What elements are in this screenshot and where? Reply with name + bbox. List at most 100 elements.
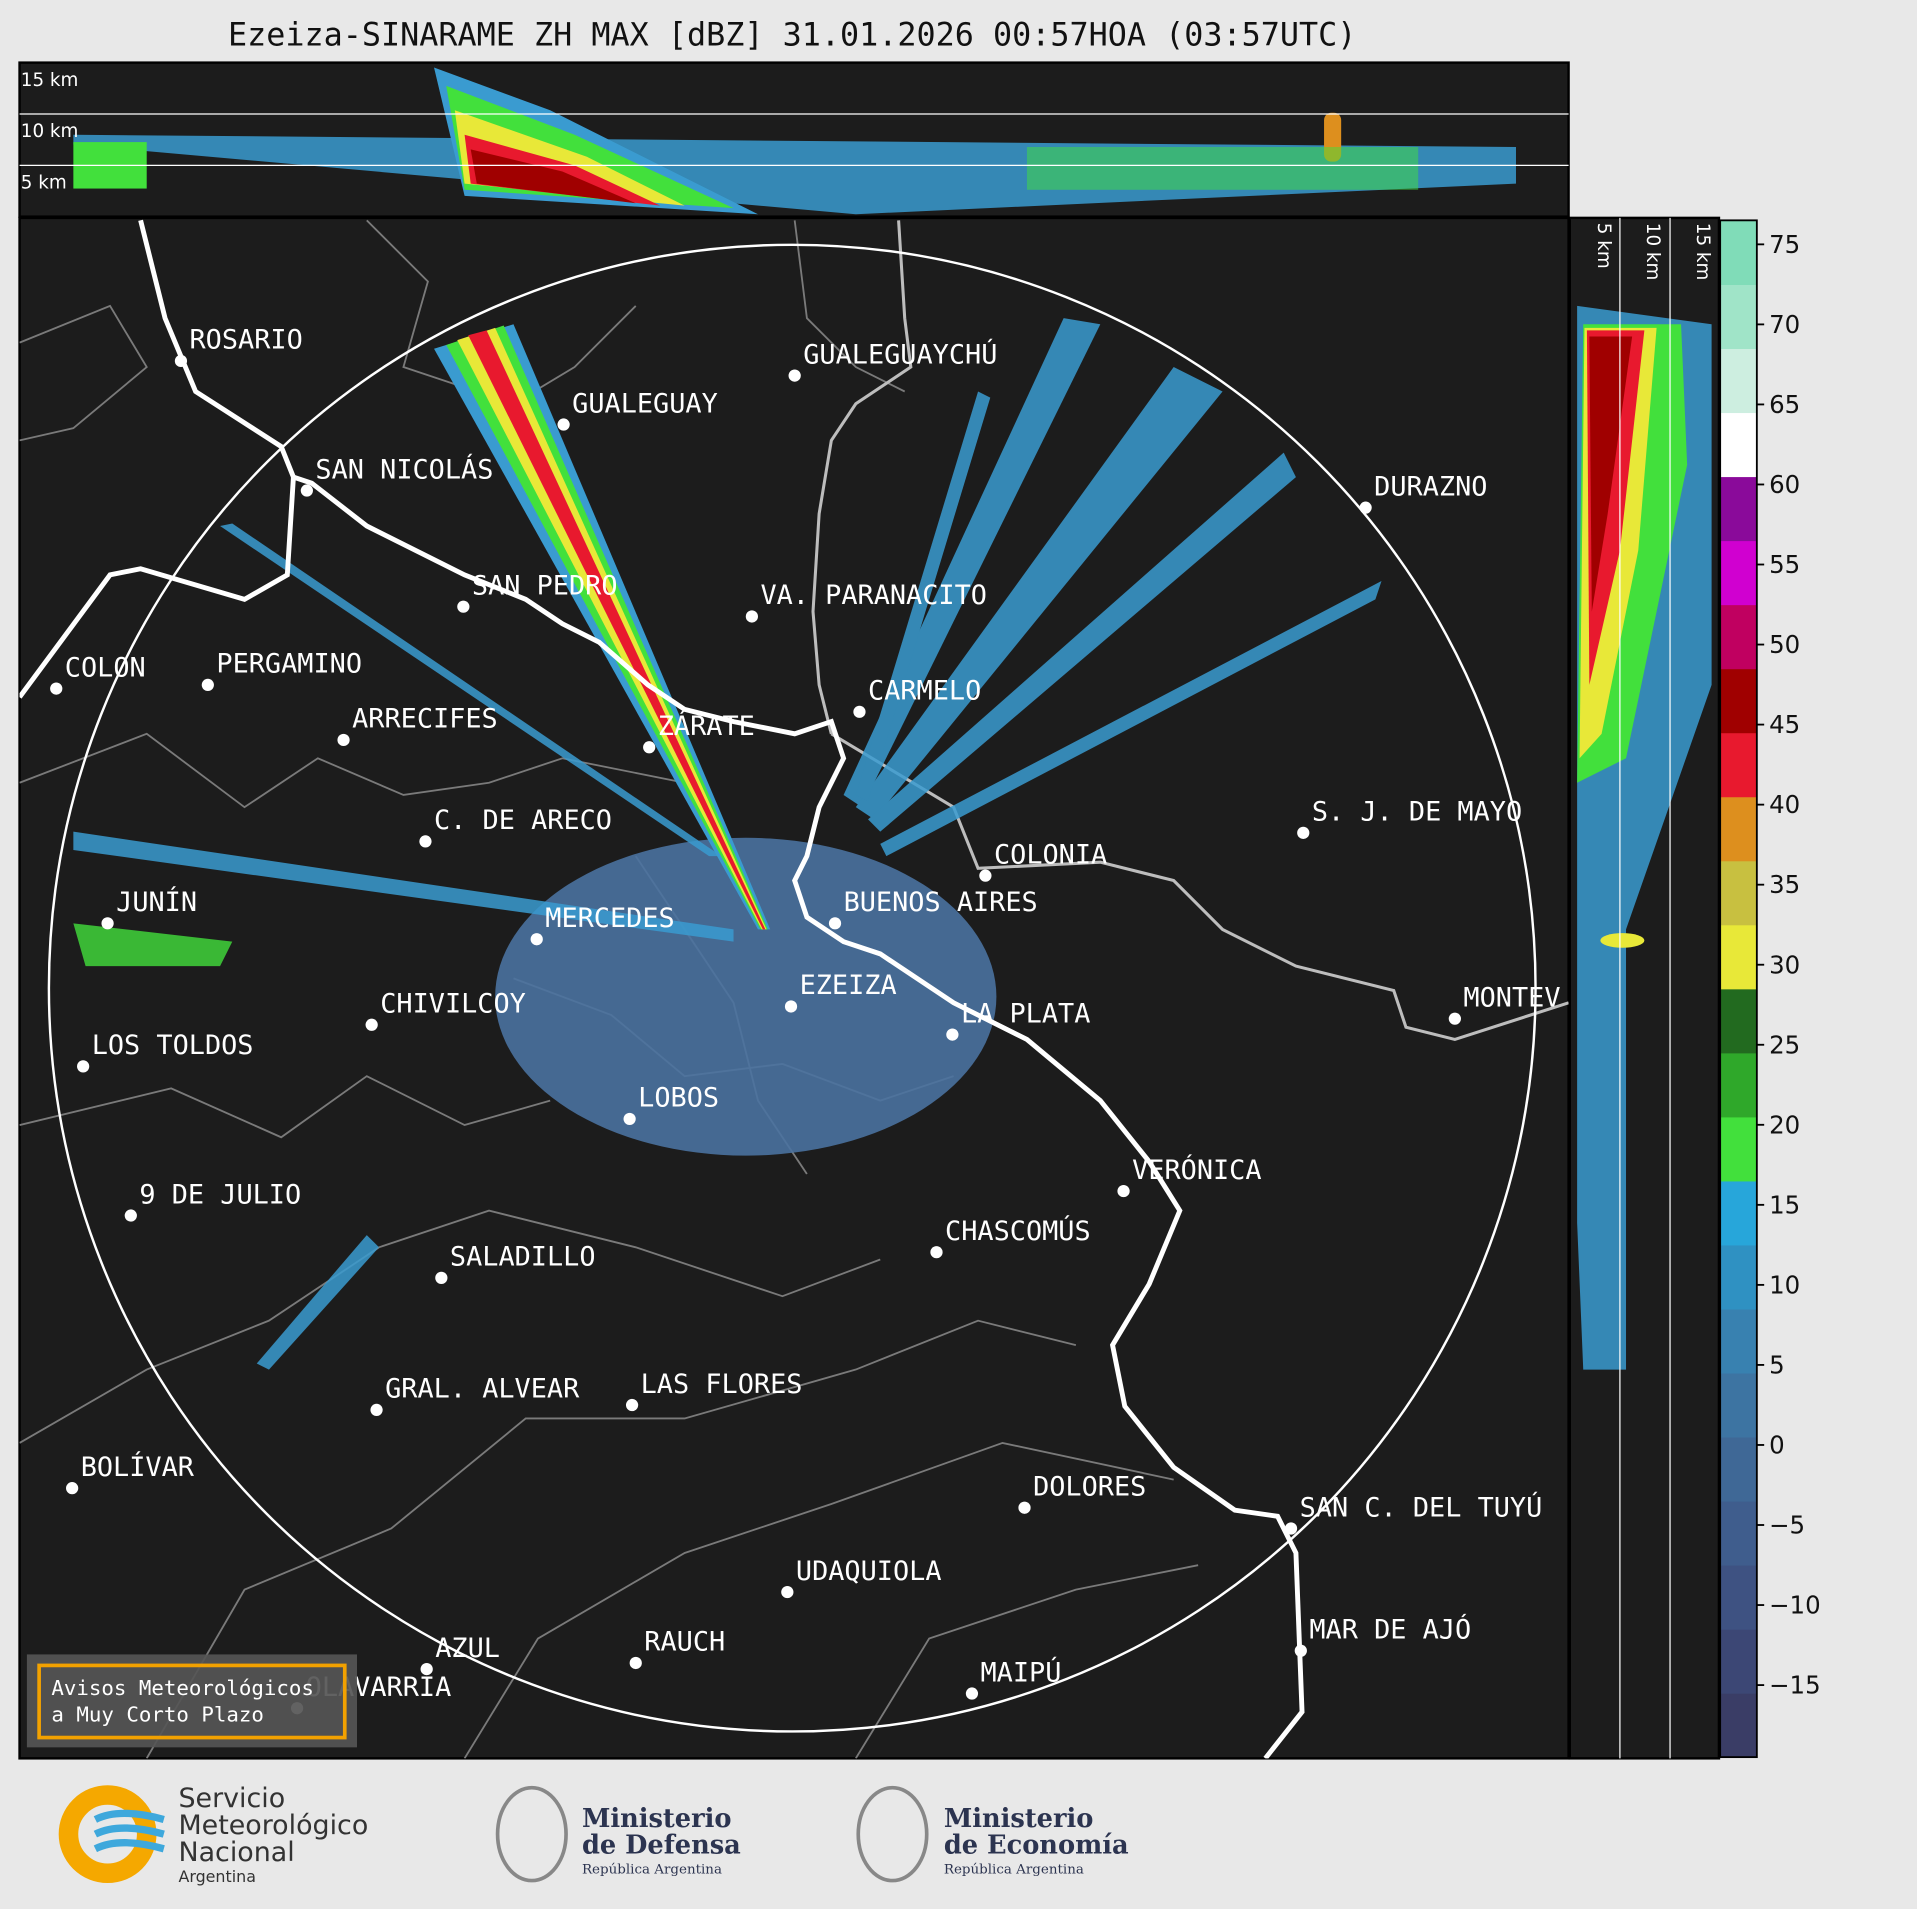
echo	[256, 1235, 379, 1370]
altitude-label: 15 km	[21, 70, 79, 91]
smn-waves	[93, 1809, 165, 1853]
city-marker	[853, 705, 866, 718]
colorbar-segment	[1720, 1565, 1757, 1630]
echo	[73, 923, 233, 967]
echo	[73, 831, 734, 942]
title: Ezeiza-SINARAME ZH MAX [dBZ] 31.01.2026 …	[228, 18, 1356, 54]
city-label: C. DE ARECO	[434, 805, 612, 836]
city-marker	[965, 1687, 979, 1700]
colorbar-segment	[1720, 1052, 1757, 1118]
colorbar-segment	[1720, 348, 1757, 414]
colorbar-segment	[1720, 860, 1757, 926]
city-label: GUALEGUAY	[572, 388, 718, 419]
echo	[880, 581, 1382, 857]
colorbar-tick-label: 10	[1769, 1270, 1800, 1299]
city-marker	[337, 733, 350, 747]
river	[811, 220, 913, 735]
smn-logo	[58, 1785, 157, 1884]
city-label: GUALEGUAYCHÚ	[803, 338, 997, 370]
logo-text: de Defensa	[582, 1831, 741, 1861]
echo	[1600, 933, 1645, 948]
colorbar-segment	[1720, 1116, 1757, 1182]
colorbar-tick-label: 20	[1769, 1110, 1800, 1139]
colorbar-tick-label: 45	[1769, 710, 1800, 739]
colorbar-segment	[1720, 1244, 1757, 1310]
colorbar-tick-label: 50	[1769, 630, 1800, 659]
boundary	[793, 220, 906, 393]
echo	[1589, 336, 1633, 612]
city-marker	[623, 1112, 636, 1126]
colorbar-tick-label: 5	[1769, 1350, 1785, 1379]
colorbar-tick-label: 15	[1769, 1190, 1800, 1219]
city-marker	[174, 354, 188, 368]
colorbar-tick-label: 35	[1769, 870, 1800, 899]
echo	[220, 523, 722, 857]
colorbar-segment	[1720, 796, 1757, 862]
colorbar-tick-label: −5	[1769, 1511, 1805, 1540]
city-marker	[557, 418, 570, 431]
logo-text: de Economía	[944, 1831, 1129, 1861]
colorbar-tick-label: 55	[1769, 550, 1800, 579]
colorbar-segment	[1720, 540, 1757, 606]
altitude-label: 10 km	[21, 121, 79, 142]
city-marker	[530, 933, 543, 946]
city-marker	[629, 1656, 642, 1670]
echo	[855, 367, 1223, 820]
notice-border	[37, 1663, 347, 1740]
city-label: ARRECIFES	[352, 704, 498, 735]
city-marker	[625, 1398, 639, 1412]
cities: ROSARIO GUALEGUAYCHÚ GUALEGUAY SAN NICOLÁS D…	[50, 325, 1561, 1715]
altitude-label: 10 km	[1642, 223, 1663, 281]
logo-text: Servicio	[178, 1783, 285, 1814]
colorbar-segment	[1720, 1180, 1757, 1246]
city-marker	[1284, 1522, 1298, 1535]
echo	[1026, 146, 1419, 190]
colorbar-segment	[1720, 220, 1757, 285]
city-label: BOLÍVAR	[81, 1451, 195, 1483]
colorbar-segment	[1720, 412, 1757, 478]
boundary	[855, 1564, 1199, 1759]
echo	[468, 330, 766, 930]
city-marker	[1117, 1184, 1130, 1198]
city-label: DOLORES	[1033, 1471, 1146, 1502]
emblem	[495, 1785, 568, 1883]
colorbar-tick-label: 30	[1769, 950, 1800, 979]
city-label: BUENOS AIRES	[844, 887, 1038, 918]
city-label: ZÁRATE	[658, 710, 755, 742]
boundary	[145, 1319, 1077, 1759]
colorbar-tick-label: 60	[1769, 470, 1800, 499]
city-label: LOS TOLDOS	[92, 1030, 254, 1061]
city-marker	[745, 610, 758, 623]
boundary	[19, 1209, 881, 1444]
altitude-label: 5 km	[21, 173, 67, 194]
city-marker	[365, 1018, 378, 1031]
city-marker	[420, 1662, 433, 1676]
city-label: LOBOS	[638, 1083, 719, 1114]
city-marker	[1018, 1501, 1031, 1514]
echo	[868, 452, 1296, 832]
notice-text: a Muy Corto Plazo	[51, 1703, 264, 1727]
footer: Servicio Meteorológico Nacional Argentin…	[58, 1783, 1129, 1886]
city-label: MERCEDES	[545, 903, 674, 934]
city-marker	[781, 1585, 794, 1599]
city-marker	[946, 1028, 959, 1041]
echo	[843, 318, 1101, 808]
city-label: GRAL. ALVEAR	[385, 1374, 580, 1405]
notice-text: Avisos Meteorológicos	[51, 1676, 314, 1700]
logo-text: Argentina	[178, 1867, 255, 1886]
altitude-label: 15 km	[1692, 223, 1713, 281]
city-marker	[77, 1060, 90, 1073]
city-marker	[435, 1271, 448, 1284]
city-marker	[457, 600, 470, 613]
city-marker	[50, 682, 63, 695]
city-label: MAIPÚ	[981, 1656, 1062, 1688]
colorbar-tick-label: 65	[1769, 390, 1800, 419]
colorbar-segment	[1720, 284, 1757, 350]
colorbar-segment	[1720, 988, 1757, 1054]
colorbar-tick-label: 70	[1769, 310, 1800, 339]
city-marker	[101, 917, 114, 930]
colorbar-tick-label: −10	[1769, 1591, 1821, 1620]
city-label: CHASCOMÚS	[945, 1215, 1091, 1247]
